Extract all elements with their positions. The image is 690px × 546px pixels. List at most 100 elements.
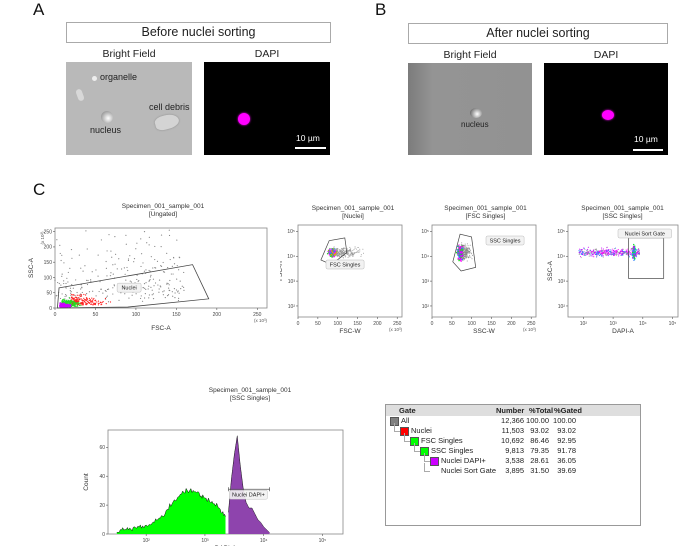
- event-dot: [78, 302, 80, 304]
- event-dot: [149, 276, 152, 278]
- event-dot: [342, 257, 344, 259]
- event-dot: [64, 295, 66, 298]
- event-dot: [586, 252, 588, 254]
- event-dot: [69, 301, 71, 304]
- event-dot: [596, 250, 598, 252]
- tree-connector: [424, 463, 430, 472]
- event-dot: [154, 258, 156, 261]
- event-dot: [457, 258, 460, 260]
- plot-frame: [567, 224, 679, 318]
- event-dot: [466, 248, 468, 250]
- event-dot: [359, 250, 361, 252]
- event-dot: [181, 285, 183, 287]
- nuclei-gate-polygon: [56, 264, 210, 309]
- nucleus-annotation-b: nucleus: [461, 120, 489, 129]
- event-dot: [160, 234, 163, 236]
- event-dot: [358, 251, 360, 253]
- event-dot: [607, 255, 609, 257]
- event-dot: [463, 250, 465, 252]
- gate-row[interactable]: Nuclei Sort Gate 3,895 31.50 39.69: [386, 463, 640, 476]
- event-dot: [463, 259, 465, 261]
- event-dot: [144, 287, 146, 289]
- event-dot: [76, 304, 79, 306]
- event-dot: [160, 265, 163, 267]
- event-dot: [347, 253, 349, 255]
- event-dot: [465, 252, 467, 254]
- event-dot: [596, 251, 598, 253]
- gate-row[interactable]: Nuclei DAPI+ 3,538 28.61 36.05: [386, 453, 640, 466]
- event-dot: [620, 254, 622, 256]
- event-dot: [65, 305, 67, 307]
- event-dot: [87, 302, 90, 304]
- event-dot: [59, 244, 61, 246]
- gate-row[interactable]: All 12,366 100.00 100.00: [386, 416, 640, 426]
- gate-row[interactable]: Nuclei 11,503 93.02 93.02: [386, 423, 640, 436]
- plot3-title-line2: [FSC Singles]: [465, 212, 506, 220]
- tree-connector: [414, 443, 420, 452]
- event-dot: [329, 250, 331, 252]
- event-dot: [78, 254, 80, 256]
- event-dot: [464, 256, 466, 258]
- dapi-label-b: DAPI: [593, 49, 619, 61]
- event-dot: [459, 253, 461, 255]
- event-dot: [143, 270, 146, 272]
- event-dot: [467, 252, 469, 254]
- event-dot: [630, 249, 632, 251]
- plot2-title: Specimen_001_sample_001 [Nuclei]: [293, 205, 413, 220]
- event-dot: [137, 280, 139, 282]
- plot2-title-line2: [Nuclei]: [342, 212, 364, 220]
- event-dot: [54, 297, 56, 299]
- event-dot: [65, 295, 68, 297]
- event-dot: [70, 294, 72, 296]
- dapi-histogram: 10²10³10⁴10⁵0204060DAPI-ACountNuclei DAP…: [83, 429, 344, 546]
- event-dot: [58, 282, 60, 285]
- x-tick-label: 200: [373, 321, 382, 327]
- event-dot: [620, 253, 622, 255]
- event-dot: [89, 299, 92, 301]
- y-tick-label: 50: [46, 291, 52, 297]
- event-dot: [622, 251, 624, 253]
- event-dot: [457, 251, 459, 254]
- event-dot: [80, 294, 83, 296]
- event-dot: [589, 252, 591, 254]
- event-dot: [332, 257, 334, 259]
- organelle-spot: [92, 76, 97, 81]
- event-dot: [94, 303, 96, 306]
- x-scale-note: (x 10³): [523, 327, 537, 332]
- x-tick-label: 0: [297, 321, 300, 327]
- x-tick-label: 10⁴: [639, 321, 647, 327]
- event-dot: [622, 253, 624, 255]
- event-dot: [110, 250, 112, 252]
- event-dot: [628, 256, 631, 258]
- event-dot: [586, 253, 589, 256]
- event-dot: [339, 252, 341, 254]
- event-dot: [616, 249, 618, 251]
- event-dot: [125, 234, 127, 236]
- event-dot: [461, 249, 464, 251]
- event-dot: [73, 301, 75, 303]
- event-dot: [339, 254, 341, 256]
- event-dot: [622, 254, 624, 256]
- event-dot: [360, 255, 362, 257]
- plot-frame: [297, 224, 403, 318]
- gate-row[interactable]: FSC Singles 10,692 86.46 92.95: [386, 433, 640, 446]
- gate-pct-gated: 91.78: [557, 446, 576, 455]
- dapi-image-a: 10 µm: [204, 62, 330, 155]
- event-dot: [616, 251, 618, 253]
- gate-label: FSC Singles: [330, 263, 361, 269]
- event-dot: [64, 300, 66, 302]
- plot-frame: [54, 227, 268, 309]
- event-dot: [54, 280, 56, 282]
- event-dot: [66, 301, 68, 303]
- y-axis-label: SSC-A: [547, 260, 554, 281]
- event-dot: [66, 302, 68, 304]
- event-dot: [594, 251, 596, 253]
- event-dot: [69, 267, 71, 269]
- event-dot: [347, 252, 349, 254]
- nuclei-gate-label-box: [116, 282, 142, 293]
- gate-number: 12,366: [501, 416, 524, 425]
- event-dot: [167, 287, 170, 289]
- event-dot: [608, 252, 610, 254]
- event-dot: [334, 252, 337, 255]
- event-dot: [84, 265, 86, 267]
